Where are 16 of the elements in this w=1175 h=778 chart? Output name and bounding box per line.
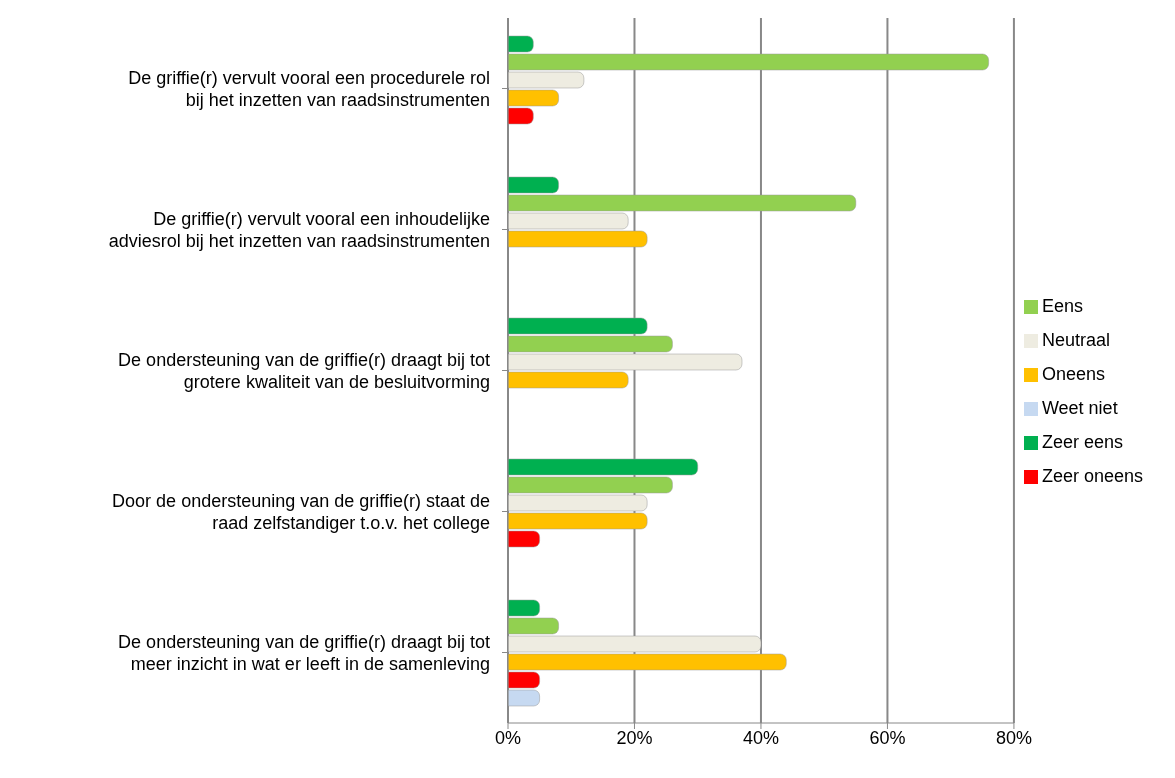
legend-label: Neutraal — [1041, 329, 1110, 350]
legend-label: Zeer oneens — [1041, 465, 1143, 486]
x-tick-label: 80% — [995, 727, 1032, 748]
x-tick-label: 20% — [616, 727, 653, 748]
x-tick-label: 60% — [869, 727, 906, 748]
legend-label: Eens — [1041, 295, 1083, 316]
legend-label: Weet niet — [1041, 397, 1118, 418]
x-tick-label: 0% — [494, 727, 522, 748]
x-tick-label: 40% — [742, 727, 779, 748]
y-tick-label: De ondersteuning van de griffie(r) draagt bij tot meer inzicht in wat er leeft in de samenleving — [118, 631, 490, 674]
legend-label: Zeer eens — [1041, 431, 1123, 452]
y-tick-label: De griffie(r) vervult vooral een procedurele rol bij het inzetten van raadsinstrumenten — [128, 67, 490, 110]
y-tick-label: De ondersteuning van de griffie(r) draagt bij tot grotere kwaliteit van de besluitvorming — [118, 349, 490, 392]
y-tick-label: Door de ondersteuning van de griffie(r) staat de raad zelfstandiger t.o.v. het college — [112, 490, 490, 533]
legend-label: Oneens — [1041, 363, 1105, 384]
y-tick-label: De griffie(r) vervult vooral een inhoudelijke adviesrol bij het inzetten van raadsinstrumenten — [108, 208, 490, 251]
